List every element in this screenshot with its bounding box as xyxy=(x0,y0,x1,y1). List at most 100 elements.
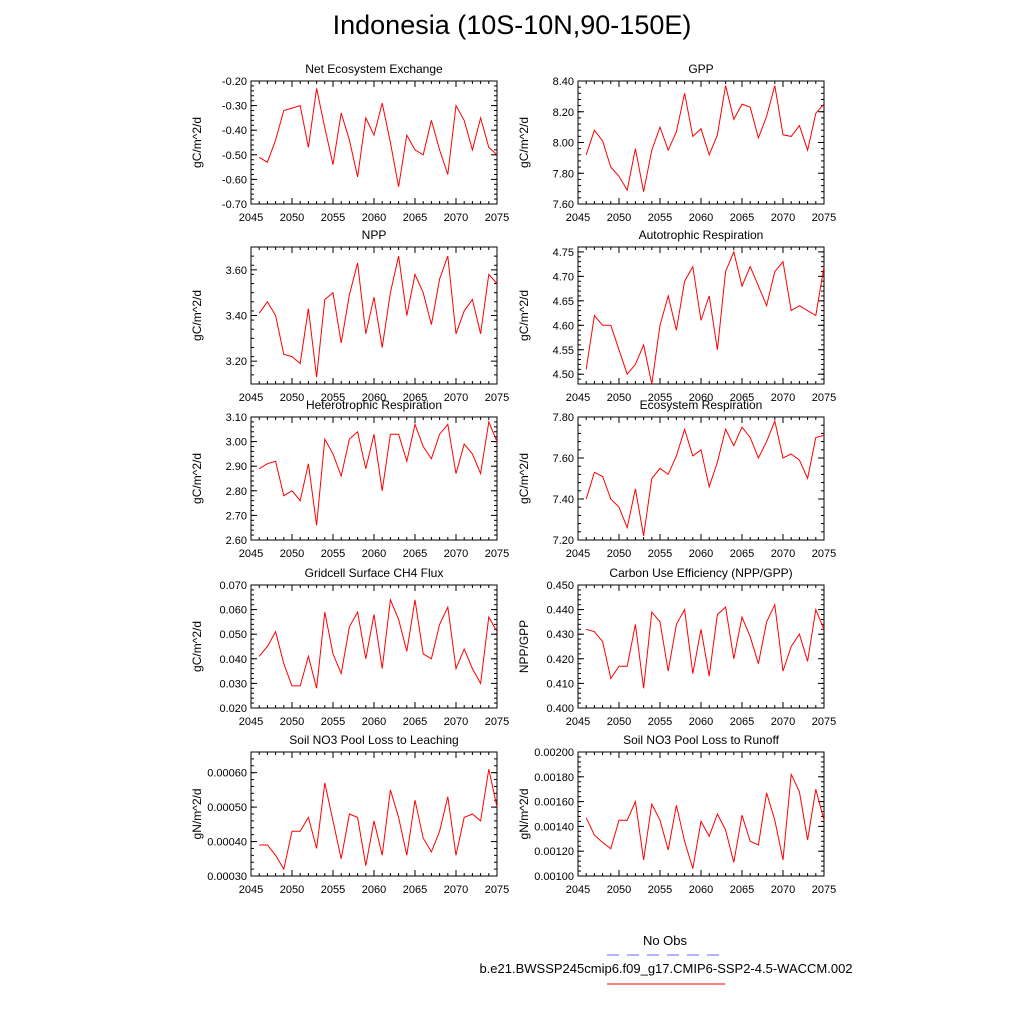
x-tick-label: 2060 xyxy=(689,212,713,224)
chart-panel: Net Ecosystem Exchange gC/m^2/d 2045 2050 20… xyxy=(190,62,509,224)
x-tick-label: 2075 xyxy=(485,884,509,896)
chart-panel: Autotrophic Respiration gC/m^2/d 2045 2050 2… xyxy=(517,228,836,404)
chart-title: Soil NO3 Pool Loss to Runoff xyxy=(623,733,780,747)
y-tick-label: 0.440 xyxy=(546,605,574,617)
y-axis-label: gC/m^2/d xyxy=(190,117,204,168)
y-tick-label: 0.410 xyxy=(546,678,574,690)
x-tick-label: 2070 xyxy=(444,716,468,728)
x-tick-label: 2075 xyxy=(485,548,509,560)
series-line xyxy=(258,420,498,526)
x-tick-label: 2055 xyxy=(648,716,672,728)
chart-panel: Soil NO3 Pool Loss to Runoff gN/m^2/d 2045… xyxy=(517,733,836,896)
y-tick-label: 0.00050 xyxy=(207,802,247,814)
plot-frame xyxy=(250,584,498,709)
x-tick-label: 2075 xyxy=(812,716,836,728)
x-tick-label: 2050 xyxy=(280,884,304,896)
x-tick-label: 2060 xyxy=(689,716,713,728)
plot-frame xyxy=(577,584,825,709)
x-tick-label: 2050 xyxy=(280,716,304,728)
x-tick-label: 2045 xyxy=(566,716,590,728)
legend-obs-label: No Obs xyxy=(642,933,688,948)
x-tick-label: 2050 xyxy=(607,548,631,560)
y-tick-label: 4.55 xyxy=(553,345,574,357)
y-axis-label: NPP/GPP xyxy=(517,620,531,673)
y-tick-label: 8.40 xyxy=(553,76,574,88)
y-tick-label: -0.20 xyxy=(222,76,247,88)
chart-title: GPP xyxy=(688,62,713,76)
y-tick-label: 0.00180 xyxy=(534,772,574,784)
x-tick-label: 2045 xyxy=(566,392,590,404)
x-tick-label: 2060 xyxy=(689,884,713,896)
y-tick-label: 0.060 xyxy=(219,605,247,617)
y-tick-label: 2.60 xyxy=(226,535,247,547)
y-tick-label: 0.050 xyxy=(219,629,247,641)
x-tick-label: 2075 xyxy=(812,884,836,896)
y-tick-label: 8.00 xyxy=(553,138,574,150)
x-tick-label: 2070 xyxy=(444,548,468,560)
x-tick-label: 2045 xyxy=(239,884,263,896)
x-tick-label: 2070 xyxy=(444,392,468,404)
y-tick-label: 7.40 xyxy=(553,494,574,506)
x-tick-label: 2065 xyxy=(730,716,754,728)
y-tick-label: 3.10 xyxy=(226,412,247,424)
y-tick-label: 0.00100 xyxy=(534,871,574,883)
plot-frame xyxy=(250,751,498,877)
x-tick-label: 2055 xyxy=(648,212,672,224)
series-line xyxy=(585,772,825,869)
y-tick-label: 0.00200 xyxy=(534,747,574,759)
y-tick-label: 7.80 xyxy=(553,168,574,180)
x-tick-label: 2055 xyxy=(321,884,345,896)
y-tick-label: -0.60 xyxy=(222,174,247,186)
y-tick-label: 7.20 xyxy=(553,535,574,547)
x-tick-label: 2065 xyxy=(730,548,754,560)
x-tick-label: 2050 xyxy=(607,716,631,728)
y-tick-label: 0.00030 xyxy=(207,871,247,883)
chart-panel: NPP gC/m^2/d 2045 2050 2055 2060 2065 2070 2075 3… xyxy=(190,228,509,404)
chart-title: Autotrophic Respiration xyxy=(639,228,764,242)
y-tick-label: 3.40 xyxy=(226,311,247,323)
plot-frame xyxy=(250,80,498,205)
plot-frame xyxy=(577,80,825,205)
y-tick-label: 0.400 xyxy=(546,703,574,715)
x-tick-label: 2055 xyxy=(321,548,345,560)
y-tick-label: 4.65 xyxy=(553,296,574,308)
x-tick-label: 2050 xyxy=(280,212,304,224)
y-tick-label: 0.040 xyxy=(219,654,247,666)
x-tick-label: 2060 xyxy=(689,392,713,404)
x-tick-label: 2050 xyxy=(280,392,304,404)
x-tick-label: 2055 xyxy=(648,548,672,560)
chart-panel: Soil NO3 Pool Loss to Leaching gN/m^2/d 20… xyxy=(190,733,509,896)
x-tick-label: 2060 xyxy=(362,392,386,404)
series-line xyxy=(586,602,825,689)
y-axis-label: gC/m^2/d xyxy=(190,621,204,672)
x-tick-label: 2045 xyxy=(566,212,590,224)
x-tick-label: 2075 xyxy=(485,392,509,404)
series-line xyxy=(259,769,498,871)
y-tick-label: -0.70 xyxy=(222,199,247,211)
x-tick-label: 2045 xyxy=(239,548,263,560)
chart-title: Gridcell Surface CH4 Flux xyxy=(305,566,444,580)
x-tick-label: 2065 xyxy=(730,212,754,224)
y-tick-label: 0.00060 xyxy=(207,768,247,780)
x-tick-label: 2045 xyxy=(239,212,263,224)
y-tick-label: 4.70 xyxy=(553,271,574,283)
x-tick-label: 2050 xyxy=(280,548,304,560)
y-axis-label: gC/m^2/d xyxy=(190,453,204,504)
x-tick-label: 2060 xyxy=(362,884,386,896)
chart-title: Soil NO3 Pool Loss to Leaching xyxy=(289,733,458,747)
x-tick-label: 2050 xyxy=(607,212,631,224)
x-tick-label: 2045 xyxy=(566,884,590,896)
chart-panel: Ecosystem Respiration gC/m^2/d 2045 2050 205… xyxy=(517,398,836,560)
y-tick-label: 0.00120 xyxy=(534,846,574,858)
y-axis-label: gC/m^2/d xyxy=(517,453,531,504)
y-tick-label: 0.00040 xyxy=(207,837,247,849)
plot-frame xyxy=(577,246,825,385)
y-tick-label: 0.430 xyxy=(546,629,574,641)
y-tick-label: 2.90 xyxy=(226,461,247,473)
x-tick-label: 2055 xyxy=(648,392,672,404)
x-tick-label: 2065 xyxy=(403,212,427,224)
x-tick-label: 2060 xyxy=(362,716,386,728)
x-tick-label: 2070 xyxy=(444,212,468,224)
x-tick-label: 2070 xyxy=(771,884,795,896)
